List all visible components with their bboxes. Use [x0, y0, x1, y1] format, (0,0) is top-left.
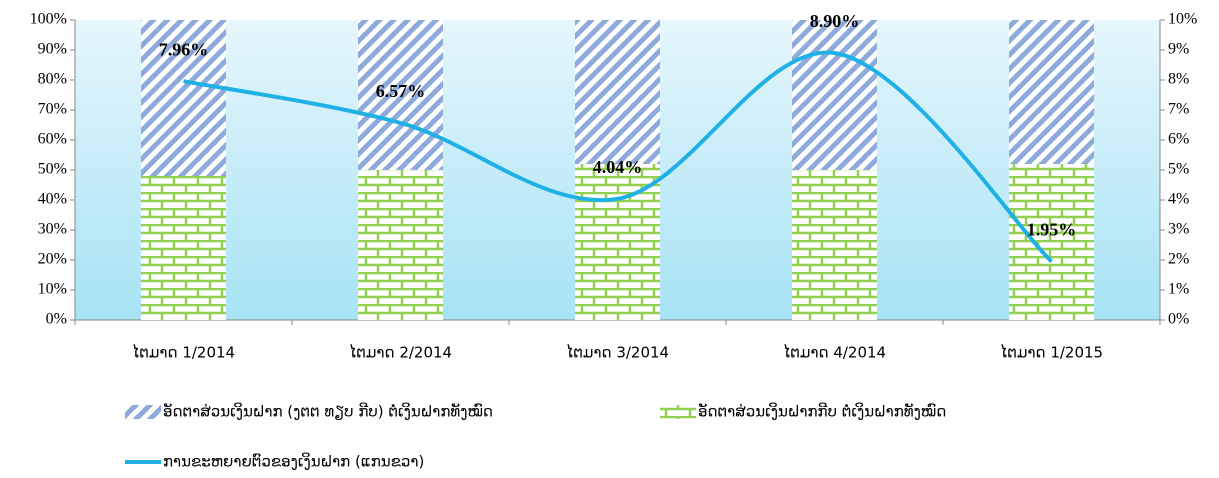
x-tick-label: ໄຕມາດ 4/2014 — [783, 343, 886, 362]
x-tick-label: ໄຕມາດ 1/2015 — [1000, 343, 1103, 362]
y2-tick-label: 6% — [1168, 131, 1189, 148]
data-label: 1.95% — [1027, 220, 1077, 240]
x-tick-label: ໄຕມາດ 2/2014 — [349, 343, 452, 362]
y-tick-label: 90% — [38, 41, 67, 58]
data-label: 7.96% — [159, 39, 209, 59]
data-label: 6.57% — [376, 81, 426, 101]
legend-label: ອັດຕາສ່ວນເງິນຝາກກີບ ຕໍ່ເງິນຝາກທັງໝົດ — [698, 401, 946, 420]
y2-tick-label: 10% — [1168, 11, 1197, 28]
y2-tick-label: 0% — [1168, 311, 1189, 328]
line — [183, 50, 1053, 263]
legend-label: ອັດຕາສ່ວນເງິນຝາກ (ງຕຕ ທຽບ ກີບ) ຕໍ່ເງິນຝາ… — [163, 401, 493, 420]
y-tick-label: 70% — [38, 101, 67, 118]
y-tick-label: 100% — [30, 11, 67, 28]
y2-tick-label: 5% — [1168, 161, 1189, 178]
y2-tick-label: 9% — [1168, 41, 1189, 58]
y-tick-label: 50% — [38, 161, 67, 178]
y2-tick-label: 1% — [1168, 281, 1189, 298]
data-label: 4.04% — [593, 157, 643, 177]
y2-tick-label: 3% — [1168, 221, 1189, 238]
bar — [141, 176, 226, 320]
bar — [1009, 20, 1094, 164]
y-tick-label: 60% — [38, 131, 67, 148]
y-tick-label: 10% — [38, 281, 67, 298]
bar — [792, 170, 877, 320]
legend-label: ການຂະຫຍາຍຕົວຂອງເງິນຝາກ (ແກນຂວາ) — [163, 451, 424, 470]
y-tick-label: 0% — [46, 311, 67, 328]
bar — [141, 20, 226, 176]
y2-tick-label: 8% — [1168, 71, 1189, 88]
data-label: 8.90% — [810, 11, 860, 31]
x-tick-label: ໄຕມາດ 1/2014 — [132, 343, 235, 362]
y-tick-label: 30% — [38, 221, 67, 238]
y-tick-label: 40% — [38, 191, 67, 208]
bar — [358, 170, 443, 320]
legend-swatch — [125, 405, 161, 419]
y2-tick-label: 2% — [1168, 251, 1189, 268]
bar — [575, 20, 660, 164]
bar — [1009, 164, 1094, 320]
y-tick-label: 80% — [38, 71, 67, 88]
x-tick-label: ໄຕມາດ 3/2014 — [566, 343, 669, 362]
y2-tick-label: 7% — [1168, 101, 1189, 118]
y-tick-label: 20% — [38, 251, 67, 268]
bar — [358, 20, 443, 170]
legend-swatch — [660, 405, 696, 419]
bar — [792, 20, 877, 170]
y2-tick-label: 4% — [1168, 191, 1189, 208]
